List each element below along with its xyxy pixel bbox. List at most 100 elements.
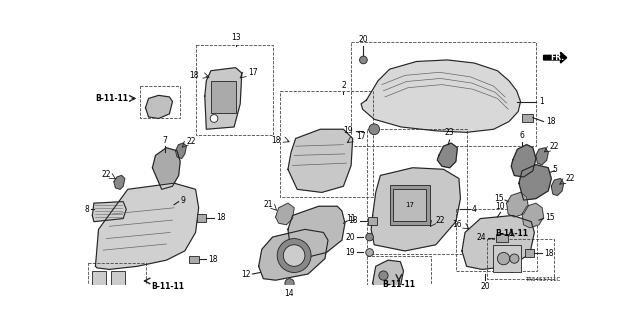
Polygon shape: [372, 260, 403, 291]
Text: 17: 17: [405, 202, 414, 208]
Polygon shape: [145, 95, 172, 118]
Text: 20: 20: [480, 282, 490, 291]
Text: 15: 15: [545, 212, 555, 221]
Text: 22: 22: [101, 170, 111, 179]
Bar: [111, 271, 125, 291]
Text: 19: 19: [346, 248, 355, 257]
Polygon shape: [152, 148, 180, 189]
Circle shape: [277, 239, 311, 273]
Text: 11: 11: [346, 214, 356, 223]
Bar: [211, 81, 236, 113]
Polygon shape: [288, 129, 353, 192]
Bar: [368, 217, 378, 225]
Polygon shape: [175, 143, 186, 158]
Circle shape: [285, 279, 294, 288]
Bar: [189, 256, 198, 263]
Circle shape: [369, 124, 380, 135]
Polygon shape: [519, 165, 551, 200]
Text: 15: 15: [494, 194, 504, 203]
Text: 19: 19: [343, 126, 353, 135]
Text: 1: 1: [539, 97, 544, 106]
Text: 21: 21: [263, 200, 273, 209]
Bar: [351, 42, 536, 146]
Text: 22: 22: [186, 137, 196, 146]
Text: B-11-11: B-11-11: [151, 282, 184, 291]
Bar: [92, 271, 106, 291]
Circle shape: [509, 254, 519, 263]
Bar: [394, 188, 426, 221]
Text: 18: 18: [209, 255, 218, 264]
Polygon shape: [95, 183, 198, 269]
Circle shape: [379, 271, 388, 280]
Circle shape: [497, 252, 509, 265]
Text: B-11-11: B-11-11: [382, 280, 415, 289]
Bar: [367, 129, 467, 254]
Text: 2: 2: [341, 81, 346, 90]
Text: 5: 5: [553, 165, 557, 174]
Text: TR54S3711C: TR54S3711C: [525, 277, 561, 282]
Text: 10: 10: [495, 202, 506, 211]
Text: 24: 24: [476, 233, 486, 242]
Text: 20: 20: [358, 35, 368, 44]
Circle shape: [365, 233, 373, 241]
Text: 7: 7: [163, 136, 167, 145]
Text: 13: 13: [231, 33, 241, 42]
Text: 22: 22: [436, 216, 445, 225]
Polygon shape: [114, 175, 125, 189]
Polygon shape: [536, 148, 548, 165]
Polygon shape: [276, 203, 294, 225]
Text: 17: 17: [356, 132, 365, 141]
Text: 18: 18: [546, 117, 556, 126]
Text: 18: 18: [189, 71, 198, 80]
Bar: [196, 44, 273, 135]
Bar: [522, 114, 533, 122]
Polygon shape: [462, 215, 534, 269]
Bar: [496, 234, 508, 242]
Text: 9: 9: [180, 196, 185, 204]
Polygon shape: [259, 229, 328, 280]
Bar: [493, 245, 520, 273]
Bar: [88, 263, 147, 299]
Text: FR.: FR.: [550, 53, 564, 62]
Polygon shape: [511, 145, 536, 177]
Text: 20: 20: [346, 233, 355, 242]
Polygon shape: [371, 168, 460, 251]
Polygon shape: [92, 202, 126, 222]
Text: 22: 22: [550, 142, 559, 151]
Text: 22: 22: [565, 174, 575, 183]
Bar: [367, 256, 431, 292]
Polygon shape: [288, 206, 345, 257]
Bar: [525, 249, 534, 257]
Text: 4: 4: [472, 205, 477, 214]
Text: 8: 8: [84, 205, 90, 214]
Text: 18: 18: [216, 213, 226, 222]
Text: 14: 14: [285, 289, 294, 299]
Polygon shape: [507, 192, 528, 217]
Polygon shape: [543, 52, 566, 63]
Bar: [486, 239, 554, 279]
Bar: [197, 214, 206, 222]
Bar: [280, 91, 372, 197]
Text: 16: 16: [452, 220, 462, 229]
Circle shape: [360, 56, 367, 64]
Polygon shape: [361, 60, 520, 132]
Text: B-11-11: B-11-11: [495, 229, 528, 238]
Text: 18: 18: [545, 249, 554, 258]
Text: 23: 23: [445, 128, 454, 137]
Polygon shape: [551, 179, 564, 196]
Text: 12: 12: [241, 269, 251, 278]
Bar: [140, 86, 180, 118]
Polygon shape: [437, 143, 458, 168]
Text: 6: 6: [520, 131, 524, 140]
Bar: [390, 185, 429, 225]
Text: 17: 17: [248, 68, 257, 77]
Circle shape: [210, 115, 218, 122]
Circle shape: [365, 249, 373, 256]
Circle shape: [284, 245, 305, 266]
Text: B-11-11: B-11-11: [95, 94, 129, 103]
Polygon shape: [205, 68, 242, 129]
Text: 18: 18: [271, 136, 280, 145]
Bar: [456, 209, 538, 271]
Text: 18: 18: [349, 216, 358, 225]
Polygon shape: [522, 203, 543, 228]
